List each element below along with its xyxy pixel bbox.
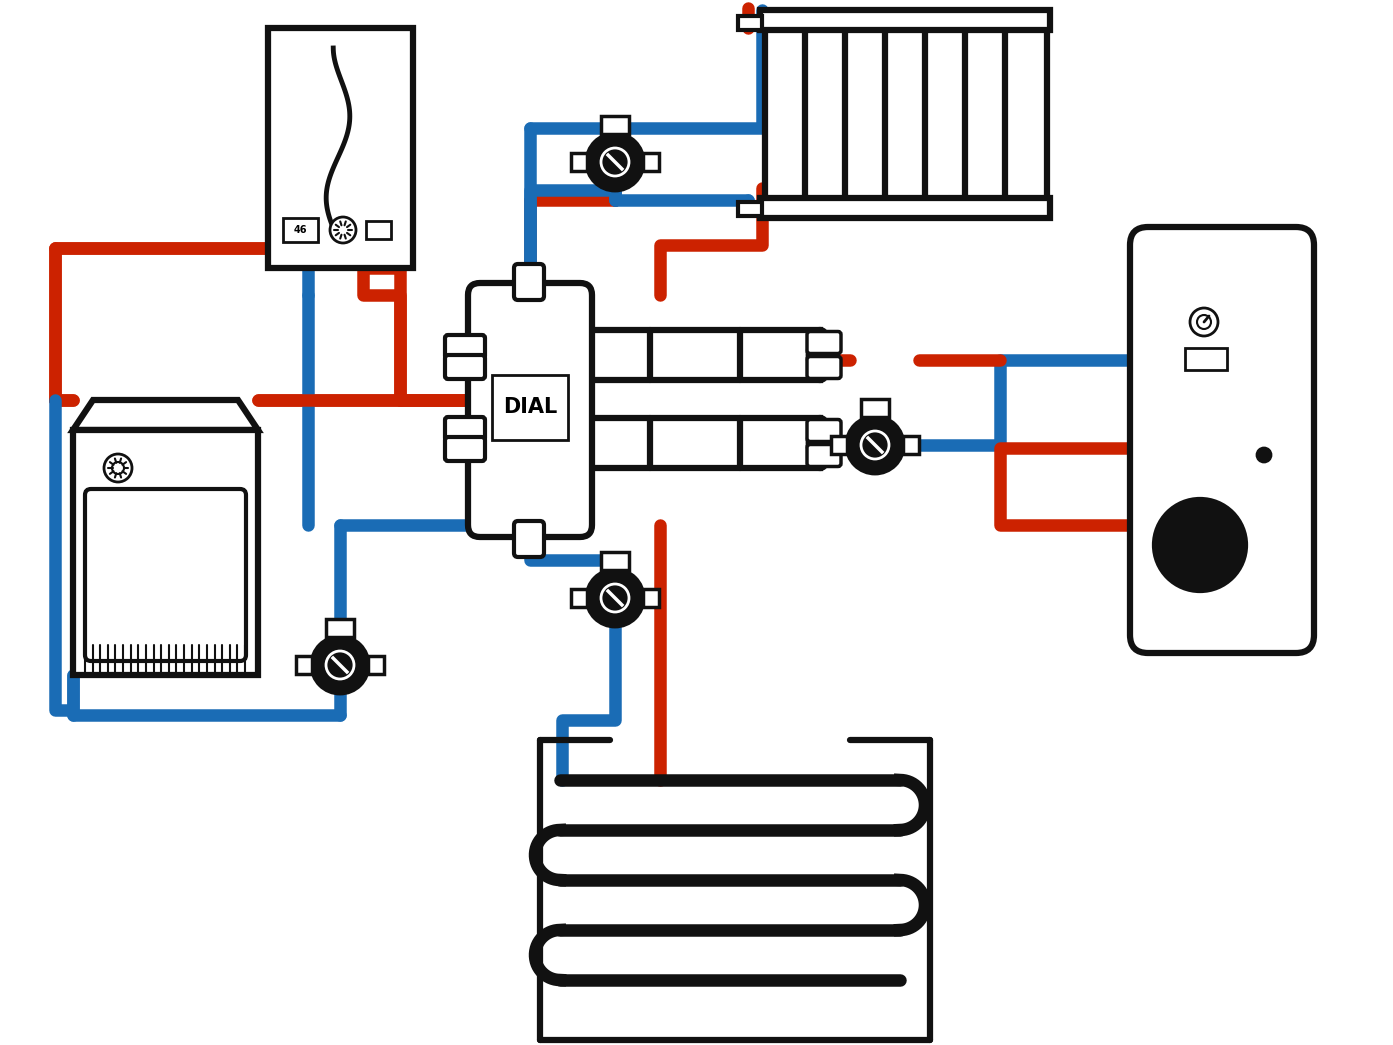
FancyBboxPatch shape	[444, 335, 485, 359]
Circle shape	[312, 637, 368, 693]
Circle shape	[586, 134, 644, 190]
FancyBboxPatch shape	[85, 489, 247, 661]
Circle shape	[326, 651, 354, 679]
Circle shape	[104, 454, 132, 482]
Circle shape	[847, 417, 903, 473]
FancyBboxPatch shape	[965, 23, 1007, 205]
Bar	[761, 10, 1050, 30]
Circle shape	[600, 584, 630, 612]
Circle shape	[1197, 315, 1211, 329]
Bar	[326, 619, 354, 637]
Bar	[295, 656, 312, 674]
FancyBboxPatch shape	[514, 264, 545, 300]
Circle shape	[330, 217, 357, 243]
Polygon shape	[72, 400, 258, 429]
FancyBboxPatch shape	[444, 417, 485, 441]
FancyBboxPatch shape	[444, 437, 485, 461]
Bar	[72, 429, 258, 675]
Bar	[861, 399, 889, 417]
FancyBboxPatch shape	[444, 355, 485, 379]
Circle shape	[600, 148, 630, 176]
Bar	[283, 218, 318, 242]
FancyBboxPatch shape	[925, 23, 967, 205]
FancyBboxPatch shape	[514, 521, 545, 557]
Bar	[579, 418, 820, 468]
Bar	[571, 153, 586, 171]
Circle shape	[111, 462, 124, 474]
Bar	[738, 202, 762, 216]
Text: DIAL: DIAL	[503, 397, 557, 417]
FancyBboxPatch shape	[468, 283, 592, 537]
Bar	[1185, 348, 1227, 370]
FancyBboxPatch shape	[807, 419, 841, 441]
Circle shape	[1155, 500, 1245, 590]
Bar	[267, 28, 412, 268]
Bar	[368, 656, 384, 674]
Bar	[761, 198, 1050, 218]
Circle shape	[1256, 448, 1270, 462]
Bar	[832, 436, 847, 454]
Bar	[644, 589, 659, 607]
Circle shape	[861, 431, 889, 459]
FancyBboxPatch shape	[807, 331, 841, 353]
Bar	[492, 375, 568, 440]
Circle shape	[1190, 308, 1217, 336]
Text: 46: 46	[294, 225, 306, 235]
Bar	[600, 116, 630, 134]
Bar	[600, 552, 630, 570]
FancyBboxPatch shape	[807, 356, 841, 378]
Bar	[903, 436, 919, 454]
Ellipse shape	[809, 418, 832, 468]
FancyBboxPatch shape	[805, 23, 847, 205]
Bar	[579, 330, 820, 380]
FancyBboxPatch shape	[1130, 227, 1314, 653]
Ellipse shape	[809, 330, 832, 380]
FancyBboxPatch shape	[765, 23, 807, 205]
Bar	[644, 153, 659, 171]
FancyBboxPatch shape	[846, 23, 887, 205]
FancyBboxPatch shape	[885, 23, 926, 205]
FancyBboxPatch shape	[1004, 23, 1048, 205]
Bar	[738, 16, 762, 30]
Circle shape	[586, 570, 644, 626]
Bar	[366, 220, 391, 239]
FancyBboxPatch shape	[807, 444, 841, 466]
Bar	[571, 589, 586, 607]
